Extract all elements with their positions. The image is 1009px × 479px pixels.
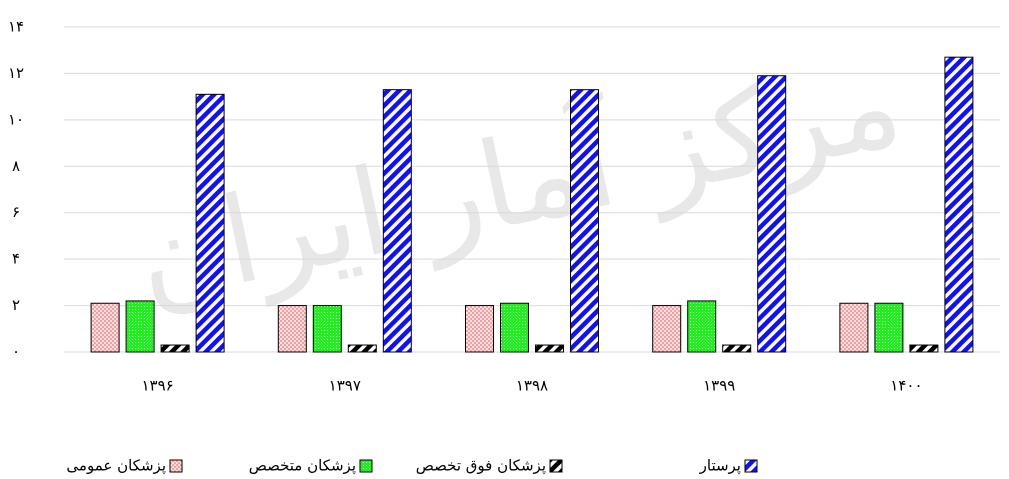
bar: [570, 89, 599, 353]
bar: [312, 305, 342, 353]
y-tick-label: ۸: [12, 157, 20, 175]
x-tick-label: ۱۳۹۹: [703, 377, 735, 395]
bar: [874, 302, 904, 353]
y-tick-label: ۱۲: [8, 64, 24, 82]
bar: [465, 305, 494, 353]
bar: [195, 93, 225, 353]
legend-label: پزشکان فوق تخصص: [416, 457, 546, 476]
bar: [839, 302, 869, 353]
bar: [500, 302, 529, 353]
y-tick-label: ۱۰: [8, 110, 24, 128]
watermark: مرکز آمار ایران: [123, 31, 912, 331]
legend-swatch: [744, 459, 758, 473]
legend-label: پزشکان عمومی: [66, 457, 166, 476]
x-tick-label: ۱۳۹۸: [516, 377, 548, 395]
bar: [382, 89, 412, 353]
legend-swatch: [549, 459, 563, 473]
bar: [535, 344, 564, 353]
bar: [722, 344, 752, 353]
y-tick-label: ۲: [12, 296, 20, 314]
bar: [90, 302, 120, 353]
legend-swatch: [169, 459, 183, 473]
legend-swatch: [359, 459, 373, 473]
bar: [125, 300, 155, 353]
bar: [277, 305, 307, 353]
legend-label: پزشکان متخصص: [249, 457, 356, 476]
bar: [944, 56, 974, 353]
x-tick-label: ۱۳۹۷: [329, 377, 361, 395]
y-tick-label: ۶: [12, 203, 20, 221]
bar: [909, 344, 939, 353]
x-tick-label: ۱۴۰۰: [890, 377, 922, 395]
bar: [160, 344, 190, 353]
x-tick-label: ۱۳۹۶: [141, 377, 173, 395]
y-tick-label: ۰: [12, 343, 20, 361]
bar: [687, 300, 717, 353]
y-tick-label: ۱۴: [8, 18, 24, 36]
bar: [347, 344, 377, 353]
bar: [652, 305, 682, 353]
y-tick-label: ۴: [12, 250, 20, 268]
bar: [757, 75, 787, 353]
legend-label: پرستار: [699, 457, 741, 476]
